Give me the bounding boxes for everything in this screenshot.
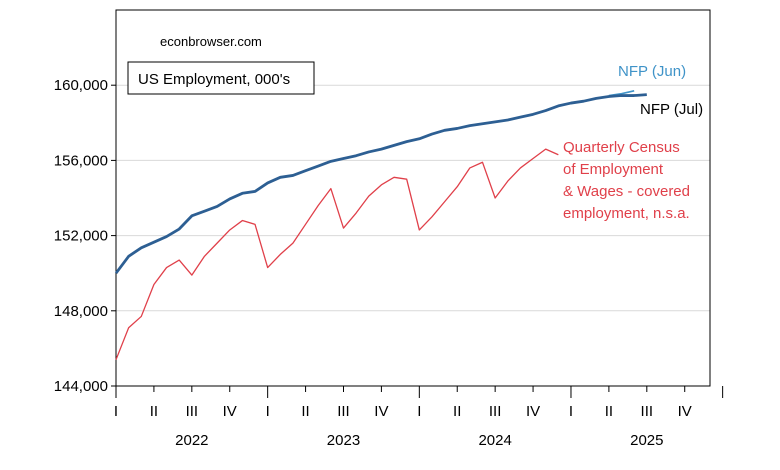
qcew-label-line-2: of Employment — [563, 161, 664, 178]
y-tick-label: 156,000 — [54, 152, 108, 169]
x-quarter-label: III — [489, 403, 502, 420]
nfp-jul-label: NFP (Jul) — [640, 101, 703, 118]
x-quarter-label: I — [417, 403, 421, 420]
x-quarter-label: II — [150, 403, 158, 420]
x-quarter-label: III — [641, 403, 654, 420]
qcew-label-line-3: & Wages - covered — [563, 183, 690, 200]
chart-title: US Employment, 000's — [138, 71, 290, 88]
x-year-label: 2022 — [175, 432, 208, 449]
x-year-label: 2024 — [478, 432, 511, 449]
y-tick-label: 148,000 — [54, 303, 108, 320]
x-quarter-label: IV — [678, 403, 692, 420]
x-quarter-label: IV — [374, 403, 388, 420]
nfp-jun-label: NFP (Jun) — [618, 63, 686, 80]
x-year-label: 2023 — [327, 432, 360, 449]
y-tick-label: 160,000 — [54, 77, 108, 94]
x-quarter-label: III — [186, 403, 199, 420]
y-axis: 144,000 148,000 152,000 156,000 160,000 — [54, 77, 116, 395]
x-quarter-label: II — [605, 403, 613, 420]
x-quarter-label: IV — [223, 403, 237, 420]
plot-frame — [115, 9, 711, 387]
y-tick-label: 144,000 — [54, 378, 108, 395]
series-lines — [114, 90, 647, 360]
x-year-label: 2025 — [630, 432, 663, 449]
qcew-label-line-1: Quarterly Census — [563, 139, 680, 156]
x-quarter-label: II — [453, 403, 461, 420]
nfp-jul-line — [114, 93, 647, 275]
x-quarter-label: IV — [526, 403, 540, 420]
qcew-line — [115, 148, 559, 360]
x-quarter-label: II — [301, 403, 309, 420]
x-quarter-label: I — [114, 403, 118, 420]
x-quarter-label: III — [337, 403, 350, 420]
x-quarter-label: I — [266, 403, 270, 420]
qcew-label-line-4: employment, n.s.a. — [563, 205, 690, 222]
gridlines — [116, 84, 710, 387]
x-quarter-label: I — [569, 403, 573, 420]
title-box — [127, 61, 315, 95]
source-label: econbrowser.com — [160, 34, 262, 49]
y-tick-label: 152,000 — [54, 228, 108, 245]
